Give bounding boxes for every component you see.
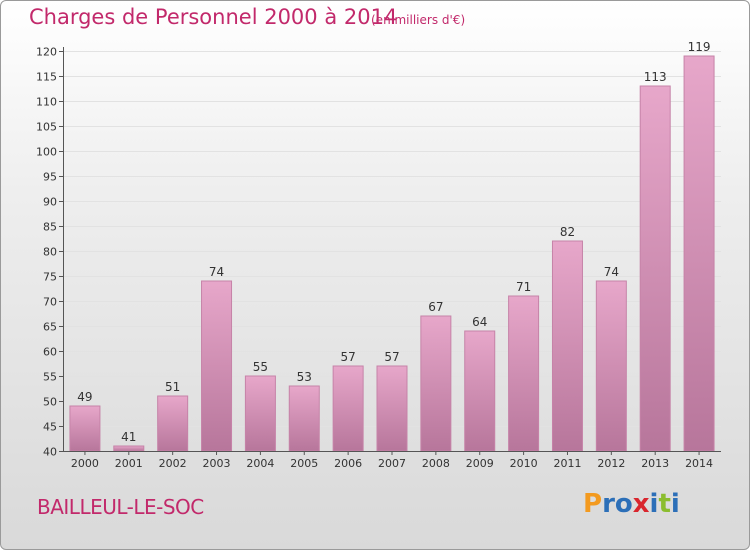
bar-value-label: 57 [340, 350, 355, 364]
x-tick-label: 2002 [159, 457, 187, 470]
bar [464, 330, 496, 452]
bar-value-label: 74 [604, 265, 619, 279]
bar-value-label: 74 [209, 265, 224, 279]
logo-letter: i [649, 489, 659, 519]
chart-subtitle: (en milliers d'€) [371, 13, 466, 27]
bar [113, 445, 145, 452]
bar-value-label: 119 [688, 40, 711, 54]
x-tick-label: 2008 [422, 457, 450, 470]
bar-value-label: 57 [384, 350, 399, 364]
bar [508, 295, 540, 452]
axes [59, 47, 721, 455]
x-tick-label: 2010 [510, 457, 538, 470]
y-tick-label: 100 [36, 146, 57, 159]
logo-letter: x [632, 489, 650, 519]
x-tick-label: 2013 [641, 457, 669, 470]
y-tick-label: 75 [43, 271, 57, 284]
x-tick-label: 2003 [203, 457, 231, 470]
bar-value-label: 55 [253, 360, 268, 374]
bars [69, 55, 715, 452]
bar [376, 365, 408, 452]
y-tick-label: 80 [43, 246, 57, 259]
bar [639, 85, 671, 452]
y-tick-label: 95 [43, 171, 57, 184]
x-tick-label: 2000 [71, 457, 99, 470]
bar [595, 280, 627, 452]
y-tick-label: 50 [43, 396, 57, 409]
x-tick-label: 2011 [553, 457, 581, 470]
y-tick-label: 110 [36, 96, 57, 109]
bar-value-label: 113 [644, 70, 667, 84]
bar-value-label: 53 [297, 370, 312, 384]
y-tick-label: 65 [43, 321, 57, 334]
logo-letter: P [583, 489, 603, 519]
y-tick-label: 105 [36, 121, 57, 134]
commune-name: BAILLEUL-LE-SOC [37, 495, 204, 519]
bar [551, 240, 583, 452]
x-tick-label: 2012 [597, 457, 625, 470]
labels: 40 45 50 55 60 65 70 75 80 85 90 95 100 105 110 115 120 4… [36, 40, 713, 470]
bar-value-label: 82 [560, 225, 575, 239]
y-tick-label: 90 [43, 196, 57, 209]
bar [420, 315, 452, 452]
bar [157, 395, 189, 452]
x-tick-label: 2001 [115, 457, 143, 470]
bar-value-label: 49 [77, 390, 92, 404]
x-tick-label: 2004 [246, 457, 274, 470]
bar [244, 375, 276, 452]
logo-letter: o [614, 489, 633, 519]
bar [683, 55, 715, 452]
y-tick-label: 115 [36, 71, 57, 84]
bar-value-label: 41 [121, 430, 136, 444]
x-tick-label: 2006 [334, 457, 362, 470]
bar [201, 280, 233, 452]
logo-letter: t [658, 489, 671, 519]
proxiti-logo: Proxiti [583, 489, 680, 519]
y-tick-label: 85 [43, 221, 57, 234]
y-tick-label: 120 [36, 46, 57, 59]
bar [288, 385, 320, 452]
y-tick-label: 70 [43, 296, 57, 309]
bar-value-label: 67 [428, 300, 443, 314]
x-tick-label: 2005 [290, 457, 318, 470]
bar [332, 365, 364, 452]
y-tick-label: 60 [43, 346, 57, 359]
logo-letter: i [670, 489, 680, 519]
x-tick-label: 2009 [466, 457, 494, 470]
bar-value-label: 51 [165, 380, 180, 394]
x-tick-label: 2014 [685, 457, 713, 470]
y-tick-label: 55 [43, 371, 57, 384]
bar [69, 405, 101, 452]
x-tick-label: 2007 [378, 457, 406, 470]
chart-title: Charges de Personnel 2000 à 2014 [29, 5, 398, 29]
bar-value-label: 71 [516, 280, 531, 294]
y-tick-label: 40 [43, 446, 57, 459]
logo-letter: r [602, 489, 615, 519]
y-tick-label: 45 [43, 421, 57, 434]
bar-value-label: 64 [472, 315, 487, 329]
